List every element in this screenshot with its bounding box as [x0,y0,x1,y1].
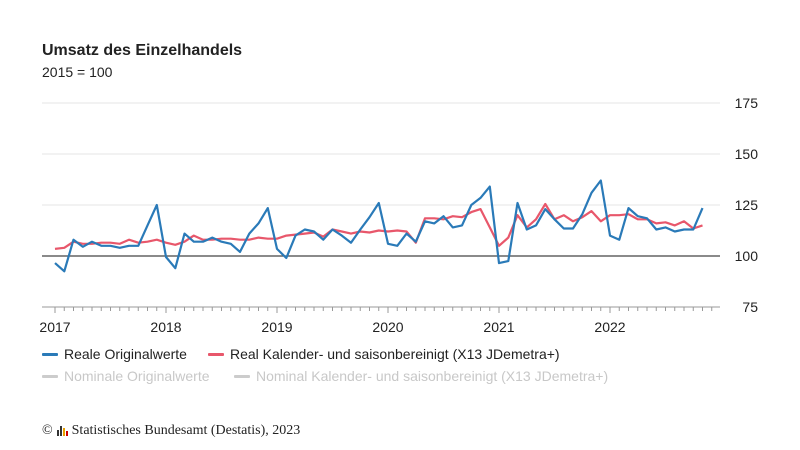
y-tick-label: 150 [735,146,759,162]
legend-item-real-adjusted[interactable]: Real Kalender- und saisonbereinigt (X13 … [208,346,560,362]
y-tick-label: 175 [735,95,759,111]
x-tick-label: 2018 [150,319,181,335]
legend-label: Reale Originalwerte [64,346,187,362]
legend-label: Nominal Kalender- und saisonbereinigt (X… [256,368,609,384]
y-tick-label: 100 [735,248,759,264]
legend-label: Nominale Originalwerte [64,368,210,384]
series-line-0 [54,179,704,273]
footer-text: Statistisches Bundesamt (Destatis), 2023 [71,423,301,438]
chart-subtitle: 2015 = 100 [42,64,113,80]
legend-item-real-original[interactable]: Reale Originalwerte [42,346,187,362]
y-tick-label: 75 [742,299,758,315]
y-tick-label: 125 [735,197,759,213]
legend-label: Real Kalender- und saisonbereinigt (X13 … [230,346,560,362]
x-tick-label: 2020 [372,319,403,335]
legend-swatch [42,374,58,378]
legend-swatch [208,352,224,356]
legend-swatch [234,374,250,378]
x-tick-label: 2019 [261,319,292,335]
footer-credit: © Statistisches Bundesamt (Destatis), 20… [42,423,300,439]
chart-title: Umsatz des Einzelhandels [42,42,243,59]
legend-item-nominal-adjusted[interactable]: Nominal Kalender- und saisonbereinigt (X… [234,368,608,384]
legend-item-nominal-original[interactable]: Nominale Originalwerte [42,368,210,384]
x-tick-label: 2021 [483,319,514,335]
chart-plot: 75 100 125 150 175 2017 2018 2019 2020 2021 2022 [39,95,759,335]
x-tick-label: 2022 [594,319,625,335]
x-tick-label: 2017 [39,319,70,335]
destatis-logo-icon [56,426,68,436]
copyright-symbol: © [42,423,53,438]
legend-swatch [42,352,58,356]
